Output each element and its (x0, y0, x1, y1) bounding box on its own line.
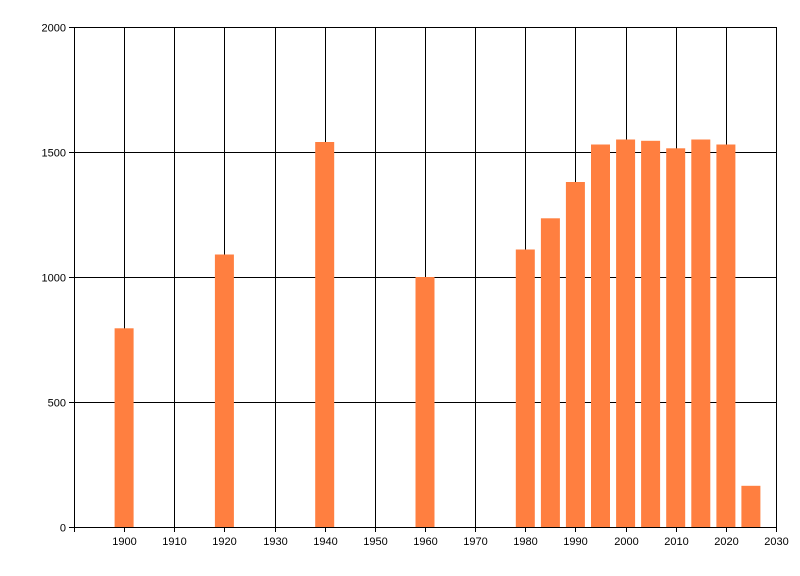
x-tick-label: 2030 (764, 536, 788, 548)
bar (315, 142, 335, 527)
x-tick-label: 1980 (513, 536, 537, 548)
bar (114, 328, 134, 528)
bar (616, 139, 636, 527)
x-tick-labels: 1900 1910 1920 1930 1940 1950 1960 1970 1980 1990… (112, 536, 788, 548)
y-tick-label: 0 (60, 523, 66, 535)
bar (540, 218, 560, 528)
y-tick-label: 2000 (42, 23, 66, 35)
bar (666, 148, 686, 528)
bar (591, 144, 610, 527)
bars (114, 139, 761, 528)
y-tick-label: 1500 (42, 148, 66, 160)
y-tick-labels: 0 500 1000 1500 2000 (42, 23, 66, 535)
bar (515, 249, 535, 527)
x-tick-label: 1950 (363, 536, 387, 548)
x-tick-label: 1940 (313, 536, 337, 548)
x-tick-label: 1970 (463, 536, 487, 548)
bar (741, 485, 761, 528)
x-tick-label: 1960 (413, 536, 437, 548)
bar (716, 144, 736, 527)
bar (691, 139, 711, 527)
bar (214, 254, 234, 527)
bar (641, 140, 661, 528)
bar (565, 182, 585, 527)
x-tick-label: 1930 (263, 536, 287, 548)
y-tick-label: 1000 (42, 273, 66, 285)
x-tick-label: 1910 (162, 536, 186, 548)
x-tick-label: 2020 (714, 536, 738, 548)
axes (69, 27, 777, 532)
bar (415, 277, 435, 527)
x-tick-label: 1920 (212, 536, 236, 548)
x-tick-label: 1900 (112, 536, 136, 548)
x-tick-label: 2010 (664, 536, 688, 548)
y-tick-label: 500 (48, 398, 66, 410)
x-tick-label: 1990 (563, 536, 587, 548)
x-tick-label: 2000 (614, 536, 638, 548)
